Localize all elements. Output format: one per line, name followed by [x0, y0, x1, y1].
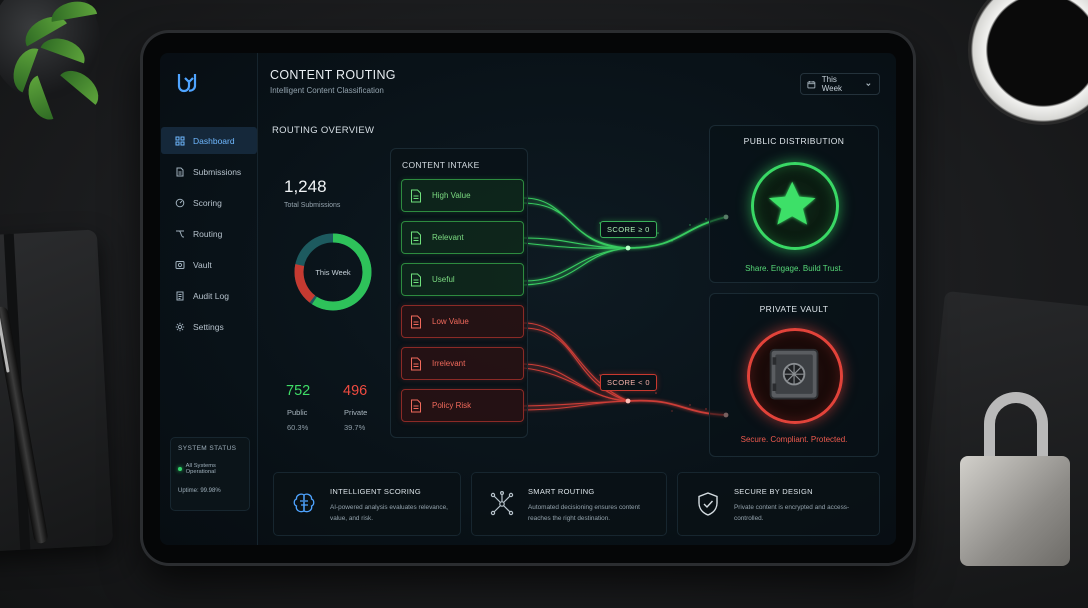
intake-item-policy-risk[interactable]: Policy Risk: [401, 389, 524, 422]
feature-card-smart-routing: SMART ROUTING Automated decisioning ensu…: [471, 472, 667, 536]
private-count: 496: [343, 383, 368, 399]
document-icon: [176, 167, 184, 176]
sidebar-item-label: Dashboard: [193, 135, 235, 146]
private-emblem: [747, 328, 843, 424]
document-icon: [411, 231, 421, 244]
public-distribution-panel[interactable]: PUBLIC DISTRIBUTION Share. Engage. Build…: [709, 125, 879, 283]
audit-log-icon: [176, 291, 184, 300]
routing-icon: [176, 230, 184, 237]
feature-title: SMART ROUTING: [528, 487, 595, 496]
donut-center-label: This Week: [315, 268, 351, 277]
shield-check-icon: [698, 492, 718, 516]
routing-overview-panel: ROUTING OVERVIEW 1,248 Total Submissions…: [272, 125, 390, 455]
public-count: 752: [286, 383, 311, 399]
plant-decor: [0, 0, 130, 150]
safe-icon: [769, 348, 819, 400]
gear-icon: [175, 322, 185, 331]
chevron-down-icon: [866, 82, 871, 86]
private-vault-title: PRIVATE VAULT: [759, 304, 829, 314]
intake-item-high-value[interactable]: High Value: [401, 179, 524, 212]
document-icon: [411, 273, 421, 286]
system-status-line: All Systems Operational: [178, 463, 242, 475]
private-vault-panel[interactable]: PRIVATE VAULT Secure. Compliant. Protect…: [709, 293, 879, 457]
tablet-device: Dashboard Submissions Scoring Routing Va…: [143, 33, 913, 563]
intake-item-label: Useful: [432, 275, 455, 284]
intake-item-irrelevant[interactable]: Irrelevant: [401, 347, 524, 380]
document-icon: [411, 357, 421, 370]
intake-item-useful[interactable]: Useful: [401, 263, 524, 296]
padlock-decor: [960, 392, 1070, 572]
sidebar-nav: Dashboard Submissions Scoring Routing Va…: [160, 127, 258, 344]
sidebar-item-scoring[interactable]: Scoring: [161, 189, 258, 216]
feature-card-intelligent-scoring: INTELLIGENT SCORING AI-powered analysis …: [273, 472, 461, 536]
feature-title: SECURE BY DESIGN: [734, 487, 813, 496]
private-percent: 39.7%: [344, 423, 366, 432]
content-intake-title: CONTENT INTAKE: [402, 160, 480, 170]
public-distribution-title: PUBLIC DISTRIBUTION: [743, 136, 845, 146]
sidebar-item-audit-log[interactable]: Audit Log: [161, 282, 258, 309]
period-label: This Week: [821, 75, 843, 93]
brain-icon: [293, 493, 315, 513]
feature-description: AI-powered analysis evaluates relevance,…: [330, 504, 448, 522]
document-icon: [411, 315, 421, 328]
sidebar-item-label: Audit Log: [193, 290, 229, 301]
sidebar-item-label: Scoring: [193, 197, 222, 208]
sidebar-item-submissions[interactable]: Submissions: [161, 158, 258, 185]
sidebar-item-label: Vault: [193, 259, 212, 270]
public-label: Public: [287, 408, 308, 417]
intake-item-label: High Value: [432, 191, 471, 200]
page-title: CONTENT ROUTING: [270, 68, 396, 82]
dashboard-icon: [175, 136, 185, 145]
feature-description: Private content is encrypted and access-…: [734, 504, 850, 522]
uptime-text: Uptime: 99.98%: [178, 488, 221, 494]
feature-card-secure-by-design: SECURE BY DESIGN Private content is encr…: [677, 472, 880, 536]
content-intake-panel: CONTENT INTAKE High Value Relevant Usefu…: [390, 148, 528, 438]
calendar-icon: [807, 80, 816, 88]
donut-private-arc: [294, 233, 372, 311]
page-subtitle: Intelligent Content Classification: [270, 86, 384, 95]
sidebar-item-label: Settings: [193, 321, 224, 332]
public-score-rule-badge: SCORE ≥ 0: [600, 221, 657, 238]
private-vault-tagline: Secure. Compliant. Protected.: [740, 435, 848, 444]
intake-item-label: Policy Risk: [432, 401, 472, 410]
feature-description: Automated decisioning ensures content re…: [528, 504, 640, 522]
system-status-panel: SYSTEM STATUS All Systems Operational Up…: [170, 437, 250, 511]
sidebar-item-dashboard[interactable]: Dashboard: [161, 127, 257, 154]
donut-public-arc: [294, 233, 372, 311]
intake-item-relevant[interactable]: Relevant: [401, 221, 524, 254]
system-status-text: All Systems Operational: [185, 463, 216, 475]
status-dot-icon: [178, 467, 182, 471]
vault-icon: [175, 260, 185, 269]
public-emblem: [751, 162, 839, 250]
system-status-title: SYSTEM STATUS: [178, 445, 237, 452]
total-submissions-value: 1,248: [284, 177, 327, 196]
document-icon: [411, 189, 421, 202]
coffee-mug-decor: [968, 0, 1088, 125]
private-score-rule-badge: SCORE < 0: [600, 374, 657, 391]
private-label: Private: [344, 408, 368, 417]
routing-donut-chart: This Week: [294, 233, 372, 311]
intake-item-label: Irrelevant: [432, 359, 466, 368]
document-icon: [411, 399, 421, 412]
network-icon: [490, 491, 514, 516]
period-selector[interactable]: This Week: [800, 73, 880, 95]
public-percent: 60.3%: [287, 423, 309, 432]
public-distribution-tagline: Share. Engage. Build Trust.: [745, 264, 843, 273]
sidebar-item-label: Submissions: [193, 166, 242, 177]
star-icon: [768, 181, 816, 225]
sidebar-item-vault[interactable]: Vault: [161, 251, 258, 278]
sidebar-item-label: Routing: [193, 228, 223, 239]
routing-overview-title: ROUTING OVERVIEW: [272, 125, 375, 136]
sidebar-item-settings[interactable]: Settings: [161, 313, 258, 340]
sidebar-item-routing[interactable]: Routing: [161, 220, 258, 247]
app-screen: Dashboard Submissions Scoring Routing Va…: [160, 53, 896, 545]
total-submissions-label: Total Submissions: [284, 202, 341, 209]
app-logo-icon: [177, 74, 197, 93]
sidebar: Dashboard Submissions Scoring Routing Va…: [160, 53, 258, 545]
intake-item-low-value[interactable]: Low Value: [401, 305, 524, 338]
intake-item-label: Relevant: [432, 233, 464, 242]
feature-title: INTELLIGENT SCORING: [330, 487, 421, 496]
scoring-icon: [175, 198, 185, 207]
intake-item-label: Low Value: [432, 317, 469, 326]
